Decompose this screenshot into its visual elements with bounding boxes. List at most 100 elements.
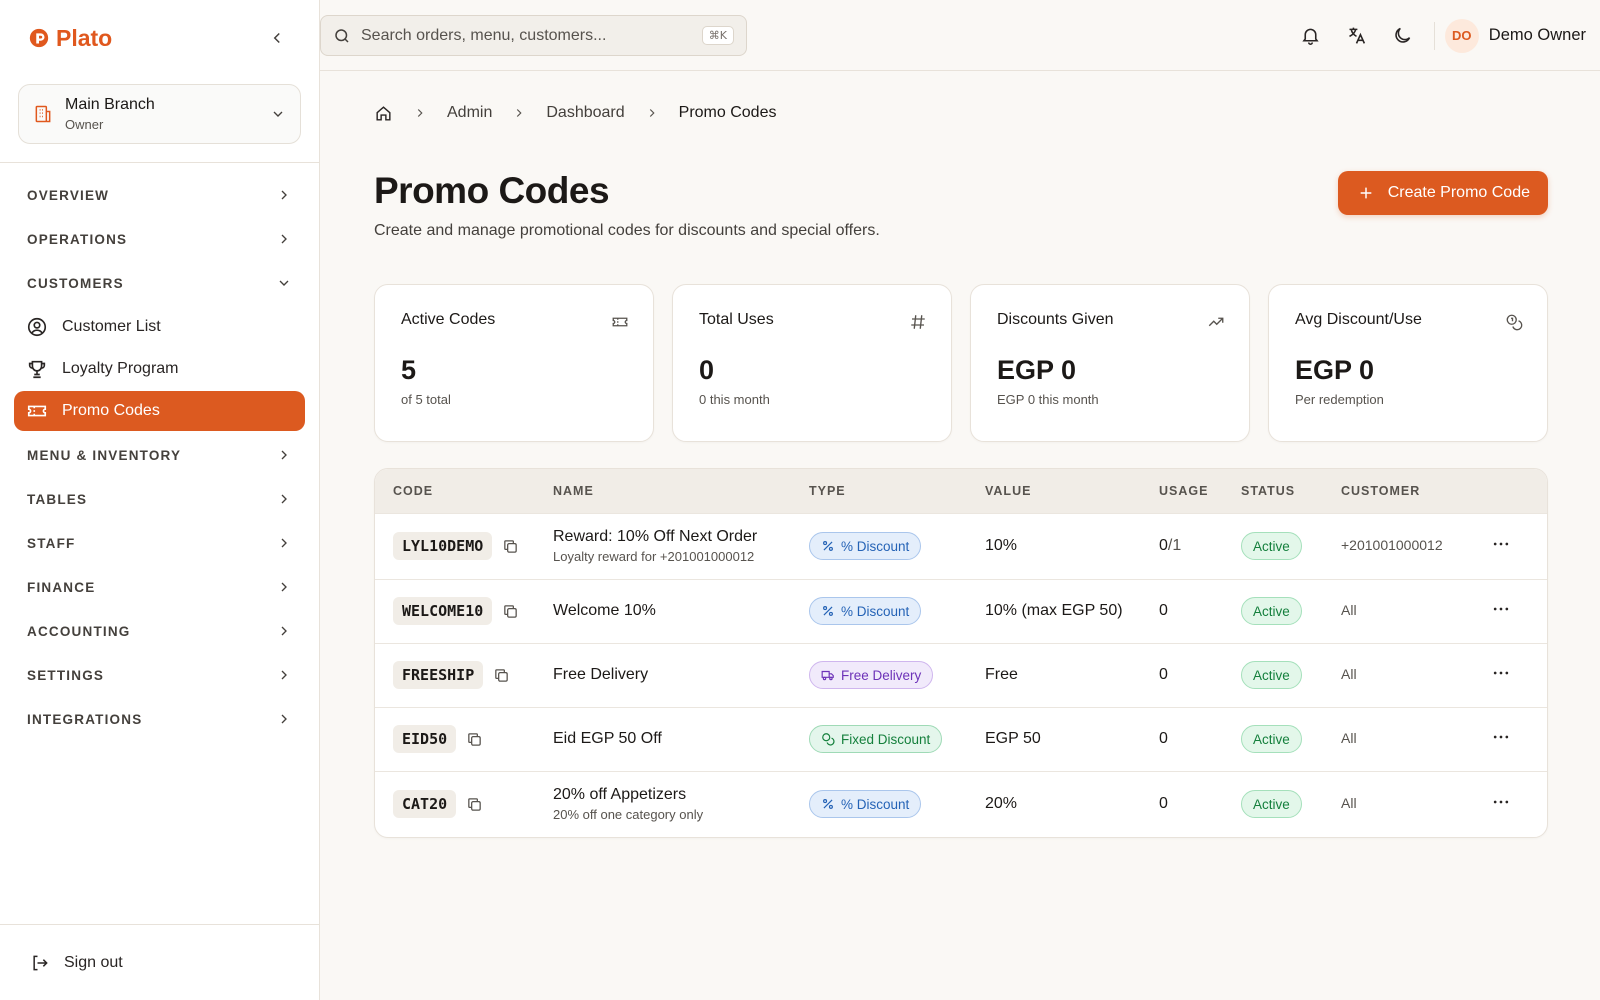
promo-name: Welcome 10% <box>553 602 656 619</box>
chevron-right-icon <box>281 450 287 460</box>
more-actions-icon[interactable] <box>1491 599 1511 619</box>
breadcrumb-dashboard[interactable]: Dashboard <box>546 104 625 121</box>
customer-value: All <box>1341 730 1357 746</box>
topbar: ⌘K DO Demo Owner <box>320 0 1600 71</box>
chevron-right-icon <box>649 109 655 117</box>
type-badge: % Discount <box>809 790 922 819</box>
copy-icon[interactable] <box>466 731 483 748</box>
more-actions-icon[interactable] <box>1491 663 1511 683</box>
nav-section-operations[interactable]: OPERATIONS <box>14 217 305 261</box>
breadcrumb-admin[interactable]: Admin <box>447 104 493 121</box>
plato-logo-icon <box>29 28 49 48</box>
sidebar-nav: OVERVIEW OPERATIONS CUSTOMERS Customer L… <box>0 163 319 741</box>
type-label: % Discount <box>841 603 910 619</box>
chevron-down-icon <box>273 111 283 117</box>
nav-section-customers[interactable]: CUSTOMERS <box>14 261 305 305</box>
user-menu[interactable]: DO Demo Owner <box>1444 18 1586 53</box>
more-actions-icon[interactable] <box>1491 727 1511 747</box>
sidebar-item-loyalty-program[interactable]: Loyalty Program <box>14 349 305 389</box>
chevron-right-icon <box>281 190 287 200</box>
copy-icon[interactable] <box>466 796 483 813</box>
nav-section-label: OPERATIONS <box>27 231 128 247</box>
col-name[interactable]: NAME <box>553 469 809 513</box>
col-code[interactable]: CODE <box>375 469 553 513</box>
percent-icon <box>823 799 833 810</box>
usage-count: 0 <box>1159 666 1168 683</box>
type-label: % Discount <box>841 796 910 812</box>
search-input[interactable] <box>361 26 692 45</box>
home-icon[interactable] <box>374 104 393 123</box>
more-actions-icon[interactable] <box>1491 534 1511 554</box>
chevron-right-icon <box>281 670 287 680</box>
col-status[interactable]: STATUS <box>1241 469 1341 513</box>
stat-value: EGP 0 <box>997 355 1077 385</box>
status-badge: Active <box>1241 532 1302 560</box>
promo-code: EID50 <box>393 725 457 753</box>
building-icon <box>35 105 51 123</box>
nav-section-label: TABLES <box>27 491 88 507</box>
more-actions-icon[interactable] <box>1491 792 1511 812</box>
nav-section-label: MENU & INVENTORY <box>27 447 182 463</box>
copy-icon[interactable] <box>502 603 519 620</box>
nav-section-overview[interactable]: OVERVIEW <box>14 173 305 217</box>
trophy-icon <box>28 360 46 379</box>
page-header: Promo Codes Create and manage promotiona… <box>374 169 1548 240</box>
table-row[interactable]: CAT20 20% off Appetizers 20% off one cat… <box>375 770 1547 837</box>
sign-out-button[interactable]: Sign out <box>0 924 319 1000</box>
sidebar-item-label: Customer List <box>62 318 161 335</box>
promo-value: Free <box>985 642 1159 707</box>
table-row[interactable]: WELCOME10 Welcome 10% % Discount 10% (ma… <box>375 578 1547 643</box>
col-value[interactable]: VALUE <box>985 469 1159 513</box>
chevron-right-icon <box>281 494 287 504</box>
col-type[interactable]: TYPE <box>809 469 985 513</box>
collapse-sidebar-button[interactable] <box>263 24 291 52</box>
promo-value: 20% <box>985 770 1159 837</box>
nav-section-integrations[interactable]: INTEGRATIONS <box>14 697 305 741</box>
percent-icon <box>823 541 833 551</box>
language-button[interactable] <box>1334 13 1380 59</box>
code-cell: LYL10DEMO <box>393 532 553 560</box>
promo-value: EGP 50 <box>985 706 1159 771</box>
copy-icon[interactable] <box>493 667 510 684</box>
table-row[interactable]: FREESHIP Free Delivery Free Delivery Fre… <box>375 642 1547 707</box>
sidebar: Plato Main Branch Owner OVERVIEW OPERATI… <box>0 0 320 1000</box>
status-badge: Active <box>1241 661 1302 689</box>
theme-toggle-button[interactable] <box>1380 13 1426 59</box>
avatar: DO <box>1444 18 1479 53</box>
type-badge: Fixed Discount <box>809 725 943 753</box>
app-logo[interactable]: Plato <box>28 25 112 52</box>
stat-card-total-uses: Total Uses 0 0 this month <box>672 284 952 442</box>
table-row[interactable]: LYL10DEMO Reward: 10% Off Next Order Loy… <box>375 512 1547 579</box>
nav-section-accounting[interactable]: ACCOUNTING <box>14 609 305 653</box>
sidebar-item-label: Loyalty Program <box>62 360 179 377</box>
table-row[interactable]: EID50 Eid EGP 50 Off Fixed Discount EGP … <box>375 706 1547 771</box>
stat-value: 0 <box>699 355 715 385</box>
breadcrumb-current: Promo Codes <box>678 104 777 121</box>
notifications-button[interactable] <box>1288 13 1334 59</box>
stat-card-avg-discount: Avg Discount/Use EGP 0 Per redemption <box>1268 284 1548 442</box>
nav-section-staff[interactable]: STAFF <box>14 521 305 565</box>
hash-icon <box>911 315 925 329</box>
branch-selector[interactable]: Main Branch Owner <box>18 84 301 144</box>
col-usage[interactable]: USAGE <box>1159 469 1241 513</box>
nav-section-finance[interactable]: FINANCE <box>14 565 305 609</box>
chevron-right-icon <box>281 538 287 548</box>
nav-section-menu-inventory[interactable]: MENU & INVENTORY <box>14 433 305 477</box>
type-label: Fixed Discount <box>841 731 931 747</box>
nav-section-tables[interactable]: TABLES <box>14 477 305 521</box>
type-label: Free Delivery <box>841 667 922 683</box>
nav-section-settings[interactable]: SETTINGS <box>14 653 305 697</box>
sidebar-item-promo-codes[interactable]: Promo Codes <box>14 391 305 431</box>
nav-section-label: CUSTOMERS <box>27 275 124 291</box>
create-promo-code-button[interactable]: Create Promo Code <box>1337 171 1548 215</box>
branch-name: Main Branch <box>65 96 155 113</box>
topbar-actions: DO Demo Owner <box>1288 0 1586 71</box>
code-cell: EID50 <box>393 725 553 753</box>
promo-name: 20% off Appetizers <box>553 786 687 804</box>
copy-icon[interactable] <box>502 538 519 555</box>
chevron-right-icon <box>281 626 287 636</box>
sidebar-item-customer-list[interactable]: Customer List <box>14 307 305 347</box>
topbar-divider <box>1433 21 1435 50</box>
stat-note: 0 this month <box>699 392 770 407</box>
col-customer[interactable]: CUSTOMER <box>1341 469 1491 513</box>
